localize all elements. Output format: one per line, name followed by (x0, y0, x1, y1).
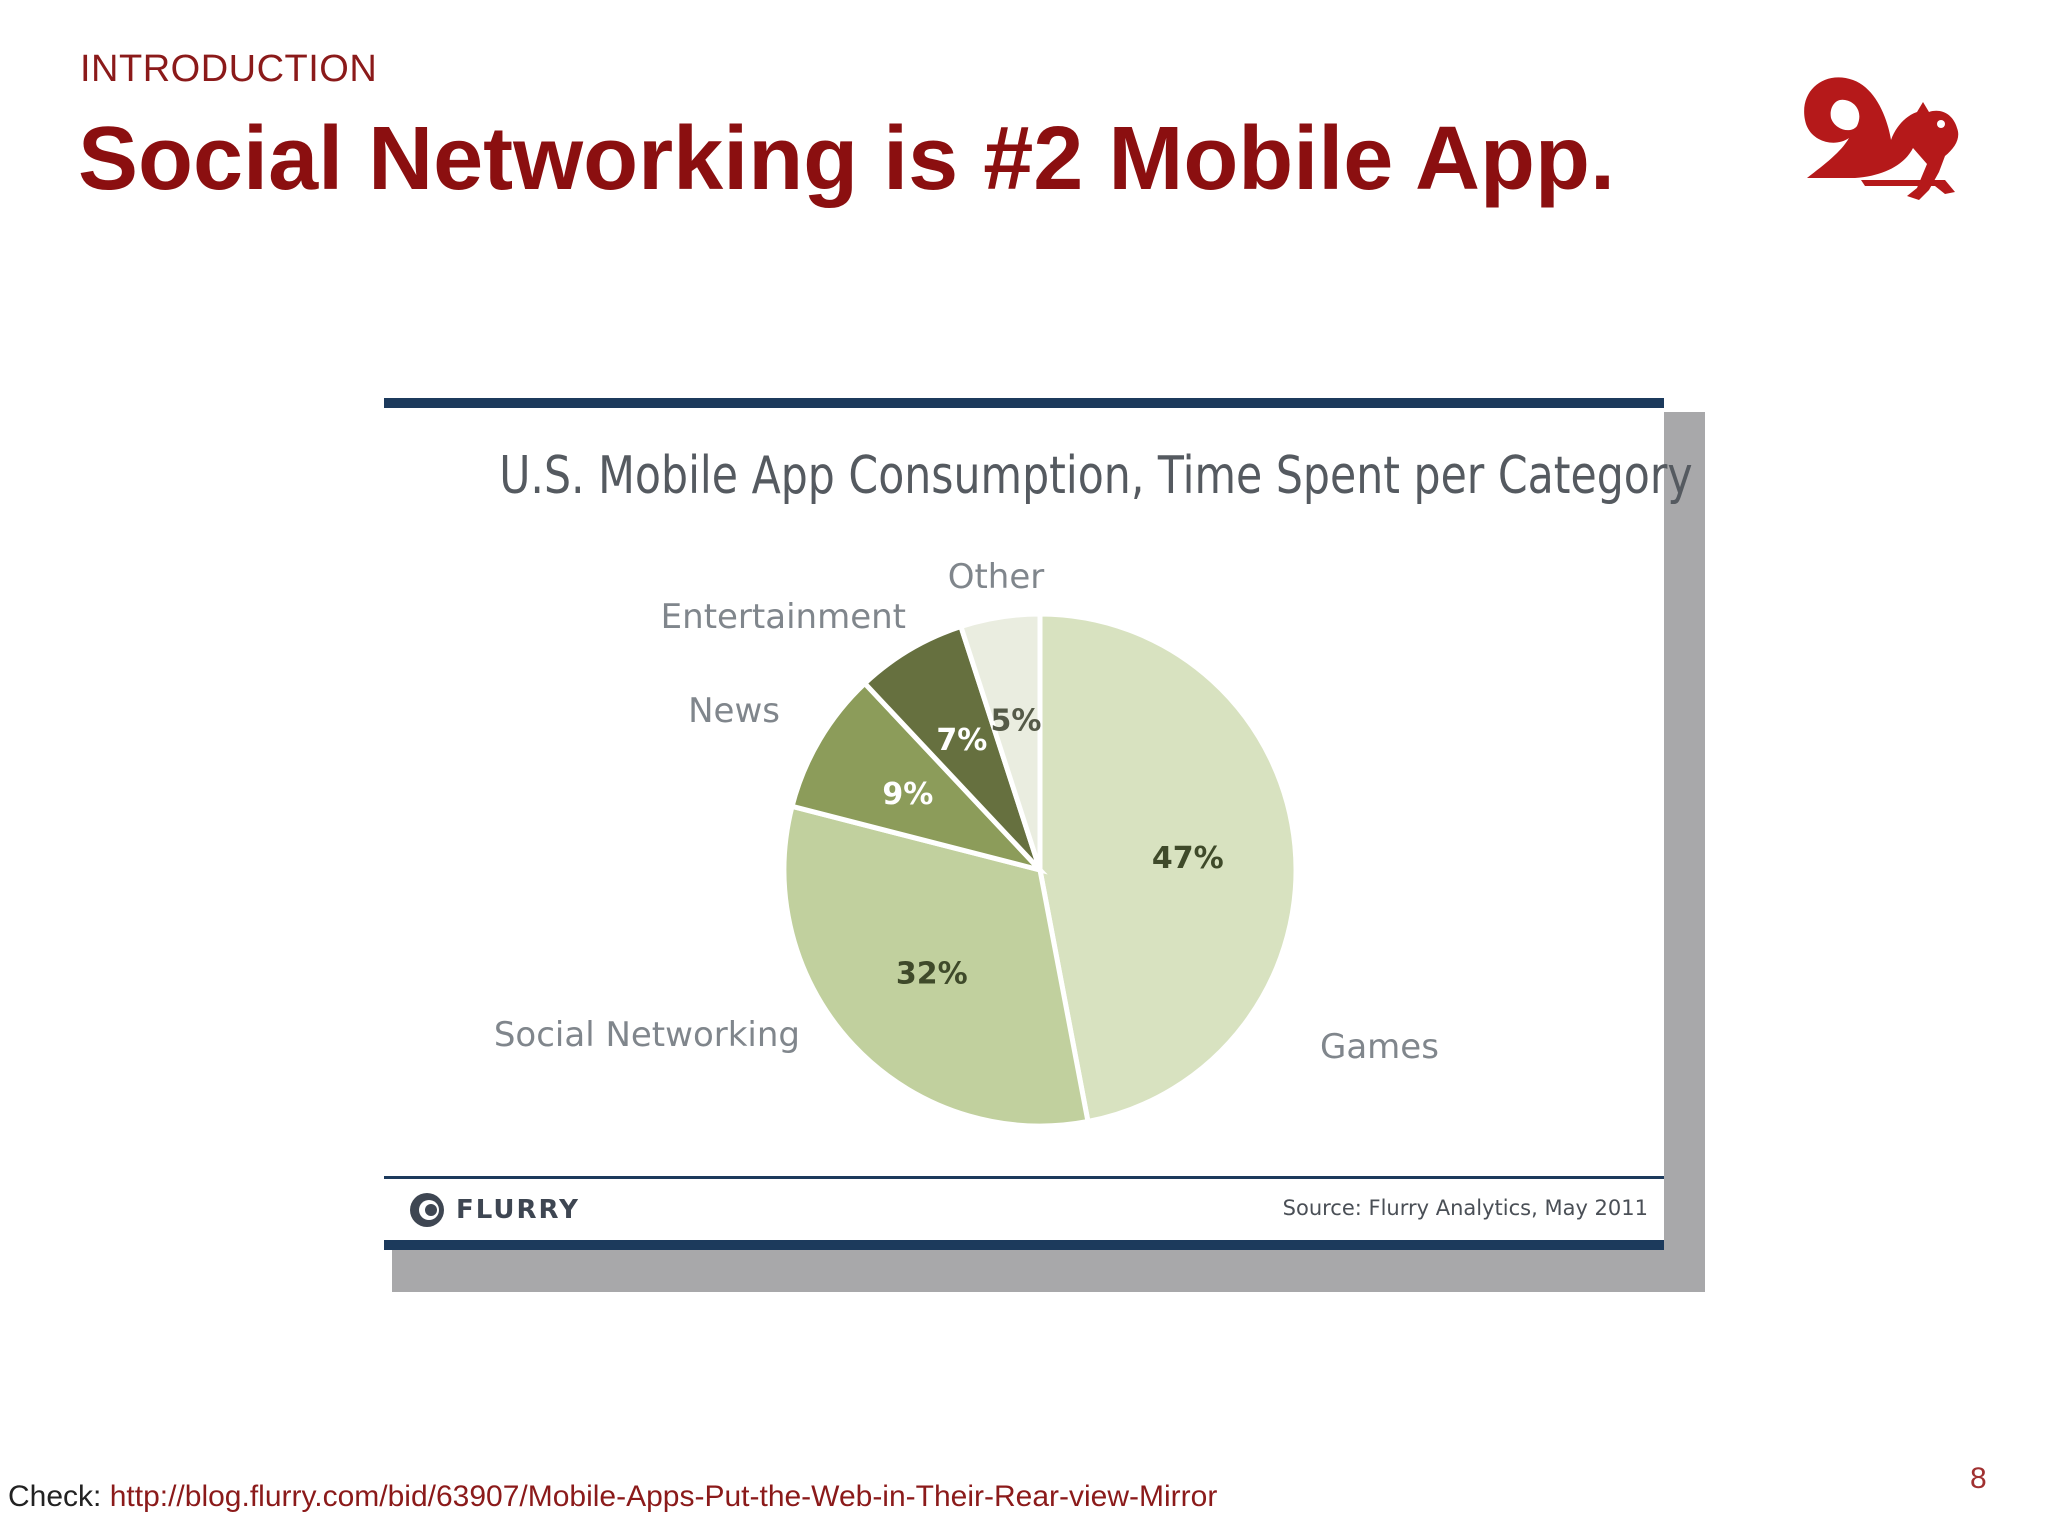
value-label-entertainment: 7% (936, 723, 987, 758)
chart-title: U.S. Mobile App Consumption, Time Spent … (499, 446, 1693, 506)
value-label-social-networking: 32% (896, 957, 968, 992)
category-label-entertainment: Entertainment (661, 597, 906, 637)
pie-chart: 47% Games 32% Social Networking 9% News 7% Ente… (494, 557, 1439, 1129)
chart-figure: U.S. Mobile App Consumption, Time Spent … (384, 398, 1693, 1250)
category-label-other: Other (948, 557, 1045, 597)
category-label-news: News (688, 691, 780, 731)
section-label: INTRODUCTION (80, 48, 378, 90)
value-label-news: 9% (882, 777, 933, 812)
footer-reference: Check: http://blog.flurry.com/bid/63907/… (8, 1480, 1217, 1514)
squirrel-icon (1804, 77, 1959, 200)
category-label-social-networking: Social Networking (494, 1015, 800, 1055)
footer-prefix: Check: (8, 1480, 102, 1513)
brand: FLURRY (408, 1188, 580, 1232)
source-note: Source: Flurry Analytics, May 2011 (1282, 1196, 1648, 1220)
value-label-other: 5% (991, 703, 1042, 738)
category-label-games: Games (1320, 1027, 1439, 1067)
value-label-games: 47% (1152, 841, 1224, 876)
middle-rule (384, 1176, 1664, 1179)
footer-url-link[interactable]: http://blog.flurry.com/bid/63907/Mobile-… (109, 1480, 1218, 1513)
page-number: 8 (1970, 1462, 1987, 1495)
flurry-logo-icon (410, 1193, 444, 1227)
pie-slice-news (788, 679, 1048, 875)
pie-slice-games (1037, 611, 1299, 1125)
brand-name: FLURRY (456, 1195, 580, 1225)
top-rule (384, 398, 1664, 408)
bottom-rule (384, 1240, 1664, 1250)
pie-slice-other (957, 611, 1043, 871)
slide-title: Social Networking is #2 Mobile App. (78, 109, 1615, 209)
pie-slice-social-networking (781, 803, 1091, 1129)
